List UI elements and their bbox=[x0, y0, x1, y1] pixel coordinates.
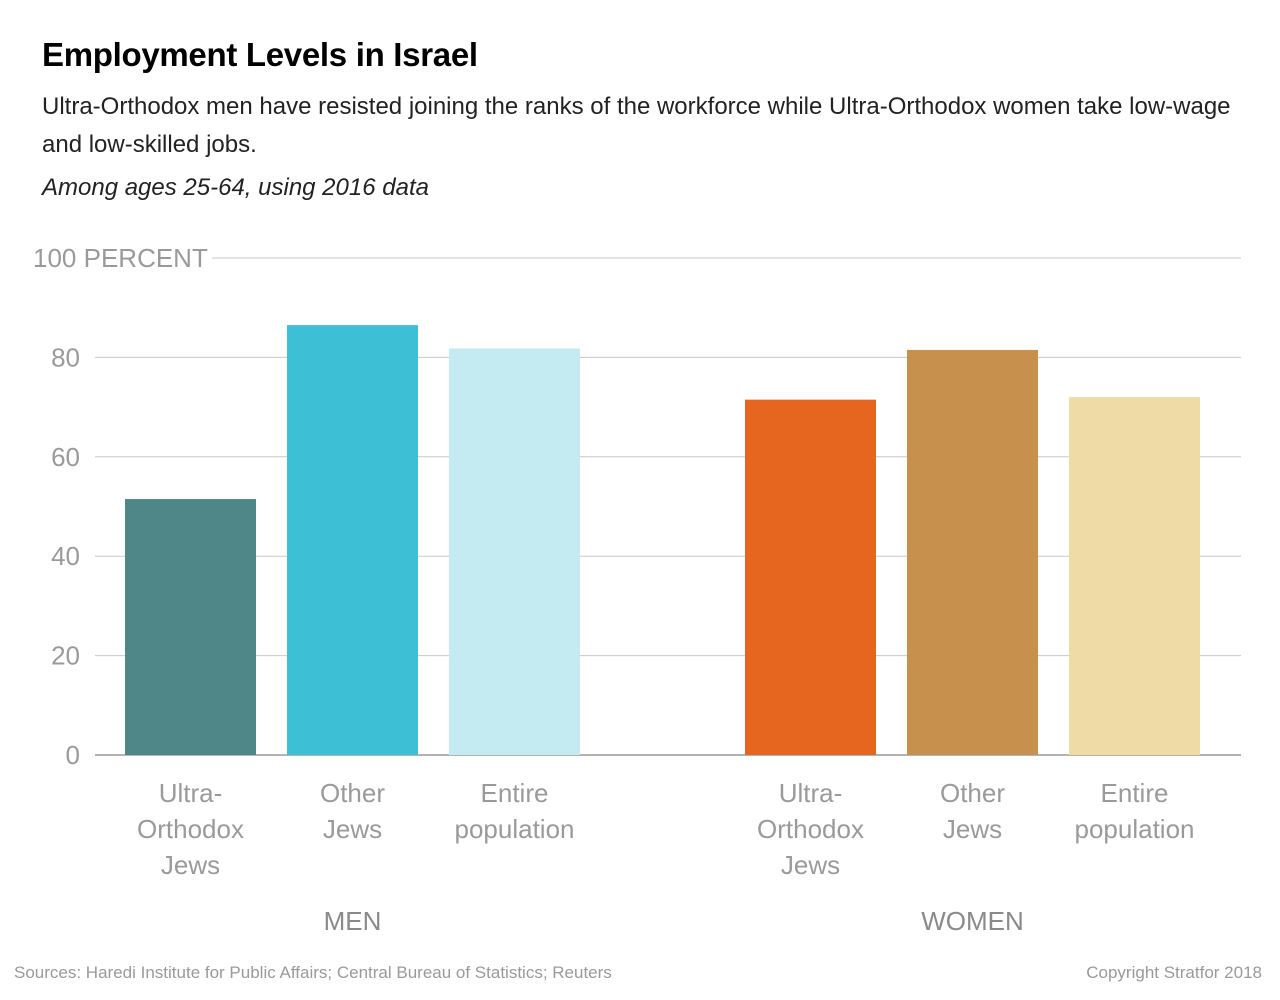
x-tick-label: Ultra- bbox=[779, 778, 843, 808]
y-tick-label: 60 bbox=[51, 442, 80, 472]
x-tick-label: Orthodox bbox=[137, 814, 244, 844]
x-tick-label: Other bbox=[320, 778, 385, 808]
x-tick-label: Other bbox=[940, 778, 1005, 808]
copyright-note: Copyright Stratfor 2018 bbox=[1086, 963, 1262, 982]
x-tick-label: Jews bbox=[943, 814, 1002, 844]
bar bbox=[745, 399, 876, 755]
x-tick-label: Jews bbox=[323, 814, 382, 844]
y-tick-label: 80 bbox=[51, 342, 80, 372]
bar bbox=[907, 349, 1038, 755]
x-tick-label: Entire bbox=[1101, 778, 1169, 808]
y-tick-label: 0 bbox=[66, 740, 80, 770]
x-tick-label: Ultra- bbox=[159, 778, 223, 808]
group-label: MEN bbox=[324, 906, 382, 936]
x-tick-label: Entire bbox=[481, 778, 549, 808]
chart-subtitle: Ultra-Orthodox men have resisted joining… bbox=[42, 93, 1231, 158]
bar-chart: 0 20 40 60 80 100 PERCENT Ultra- Orthodox Jews Ot… bbox=[33, 243, 1241, 936]
x-tick-label: population bbox=[1075, 814, 1195, 844]
x-tick-label: Orthodox bbox=[757, 814, 864, 844]
x-tick-label: Jews bbox=[781, 850, 840, 880]
y-tick-label: 40 bbox=[51, 541, 80, 571]
bar bbox=[1069, 397, 1200, 755]
bar bbox=[125, 499, 256, 755]
group-label: WOMEN bbox=[921, 906, 1024, 936]
y-tick-label: 100 PERCENT bbox=[33, 243, 208, 273]
chart-title: Employment Levels in Israel bbox=[42, 36, 478, 73]
x-tick-label: population bbox=[455, 814, 575, 844]
bar bbox=[287, 325, 418, 755]
sources-note: Sources: Haredi Institute for Public Aff… bbox=[14, 963, 612, 982]
chart-note: Among ages 25-64, using 2016 data bbox=[42, 174, 429, 201]
y-tick-label: 20 bbox=[51, 641, 80, 671]
x-tick-label: Jews bbox=[161, 850, 220, 880]
bar bbox=[449, 348, 580, 755]
